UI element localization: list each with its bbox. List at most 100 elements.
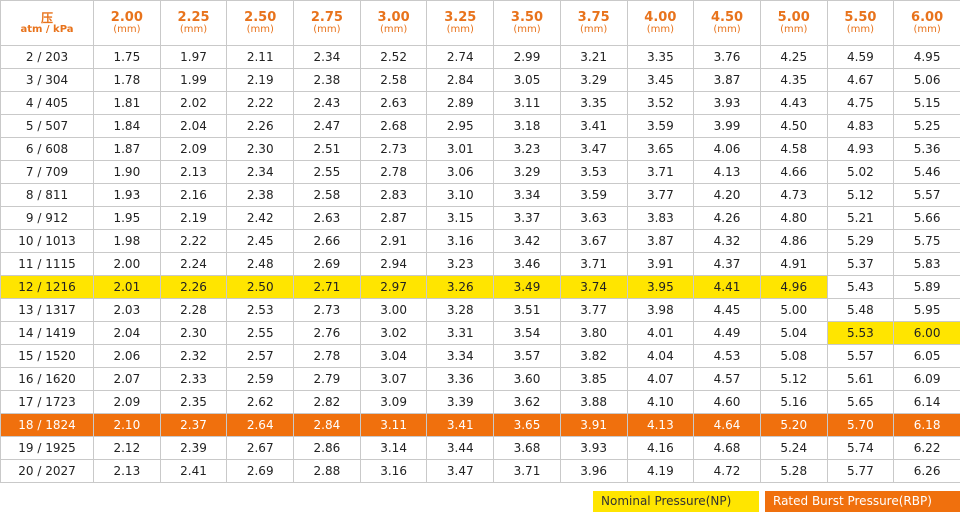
diameter-cell: 4.45	[693, 298, 761, 322]
diameter-cell: 2.51	[293, 137, 361, 161]
diameter-cell: 2.42	[226, 206, 295, 230]
diameter-cell: 3.59	[559, 183, 628, 207]
diameter-header: 4.50 (mm)	[693, 0, 761, 46]
diameter-cell: 3.51	[493, 298, 561, 322]
diameter-cell: 3.49	[493, 275, 561, 299]
pressure-cell: 3 / 304	[0, 68, 94, 92]
pressure-header-symbol: 压	[40, 10, 53, 25]
diameter-cell: 2.50	[226, 275, 295, 299]
diameter-value: 2.25	[177, 10, 210, 25]
table-row: 18 / 1824 2.10 2.37 2.64 2.84 3.11 3.41 3.65 3.9…	[0, 413, 960, 437]
diameter-cell: 5.66	[893, 206, 960, 230]
diameter-cell: 3.68	[493, 436, 561, 460]
diameter-cell: 2.94	[359, 252, 428, 276]
diameter-cell: 2.55	[226, 321, 295, 345]
diameter-header: 3.00 (mm)	[359, 0, 428, 46]
diameter-cell: 3.77	[559, 298, 628, 322]
diameter-cell: 5.25	[893, 114, 960, 138]
diameter-cell: 4.83	[826, 114, 895, 138]
table-row: 11 / 1115 2.00 2.24 2.48 2.69 2.94 3.23 3.46 3.7…	[0, 252, 960, 276]
diameter-cell: 3.16	[359, 459, 428, 483]
diameter-unit: (mm)	[646, 24, 674, 35]
diameter-cell: 2.38	[293, 68, 361, 92]
diameter-cell: 3.42	[493, 229, 561, 253]
pressure-cell: 10 / 1013	[0, 229, 94, 253]
diameter-cell: 4.80	[759, 206, 828, 230]
table-row: 13 / 1317 2.03 2.28 2.53 2.73 3.00 3.28 3.51 3.7…	[0, 298, 960, 322]
diameter-cell: 5.95	[893, 298, 960, 322]
diameter-cell: 4.13	[693, 160, 761, 184]
diameter-cell: 2.89	[426, 91, 495, 115]
diameter-cell: 2.53	[226, 298, 295, 322]
diameter-cell: 2.69	[226, 459, 295, 483]
diameter-cell: 3.98	[626, 298, 695, 322]
diameter-cell: 4.16	[626, 436, 695, 460]
diameter-unit: (mm)	[313, 24, 341, 35]
diameter-cell: 3.06	[426, 160, 495, 184]
diameter-cell: 2.71	[293, 275, 361, 299]
diameter-value: 5.00	[777, 10, 810, 25]
diameter-cell: 3.29	[493, 160, 561, 184]
diameter-value: 2.00	[110, 10, 143, 25]
diameter-cell: 3.01	[426, 137, 495, 161]
diameter-cell: 4.57	[693, 367, 761, 391]
diameter-cell: 4.19	[626, 459, 695, 483]
pressure-cell: 18 / 1824	[0, 413, 94, 437]
diameter-cell: 3.93	[559, 436, 628, 460]
diameter-cell: 5.36	[893, 137, 960, 161]
diameter-cell: 5.83	[893, 252, 960, 276]
diameter-cell: 3.67	[559, 229, 628, 253]
diameter-cell: 3.76	[693, 45, 761, 69]
diameter-cell: 3.34	[426, 344, 495, 368]
diameter-cell: 3.91	[626, 252, 695, 276]
diameter-cell: 3.65	[626, 137, 695, 161]
diameter-cell: 2.22	[159, 229, 228, 253]
table-row: 9 / 912 1.95 2.19 2.42 2.63 2.87 3.15 3.37 3.63 3…	[0, 206, 960, 230]
diameter-cell: 2.28	[159, 298, 228, 322]
diameter-cell: 3.05	[493, 68, 561, 92]
diameter-unit: (mm)	[580, 24, 608, 35]
table-row: 17 / 1723 2.09 2.35 2.62 2.82 3.09 3.39 3.62 3.8…	[0, 390, 960, 414]
diameter-value: 2.50	[244, 10, 277, 25]
diameter-cell: 5.06	[893, 68, 960, 92]
diameter-cell: 5.77	[826, 459, 895, 483]
diameter-value: 3.75	[577, 10, 610, 25]
table-row: 6 / 608 1.87 2.09 2.30 2.51 2.73 3.01 3.23 3.47 3…	[0, 137, 960, 161]
diameter-header: 3.25 (mm)	[426, 0, 495, 46]
diameter-cell: 3.09	[359, 390, 428, 414]
diameter-cell: 2.95	[426, 114, 495, 138]
diameter-cell: 4.41	[693, 275, 761, 299]
diameter-cell: 2.74	[426, 45, 495, 69]
pressure-cell: 12 / 1216	[0, 275, 94, 299]
diameter-cell: 3.77	[626, 183, 695, 207]
diameter-cell: 2.22	[226, 91, 295, 115]
diameter-cell: 2.13	[159, 160, 228, 184]
pressure-cell: 9 / 912	[0, 206, 94, 230]
diameter-unit: (mm)	[846, 24, 875, 35]
diameter-cell: 2.58	[359, 68, 428, 92]
table-row: 3 / 304 1.78 1.99 2.19 2.38 2.58 2.84 3.05 3.29 3…	[0, 68, 960, 92]
diameter-cell: 3.88	[559, 390, 628, 414]
pressure-cell: 8 / 811	[0, 183, 94, 207]
diameter-cell: 2.67	[226, 436, 295, 460]
diameter-cell: 4.07	[626, 367, 695, 391]
diameter-cell: 2.32	[159, 344, 228, 368]
diameter-cell: 2.19	[159, 206, 228, 230]
pressure-cell: 2 / 203	[0, 45, 94, 69]
diameter-cell: 4.64	[693, 413, 761, 437]
diameter-cell: 5.16	[759, 390, 828, 414]
diameter-cell: 2.30	[159, 321, 228, 345]
diameter-cell: 5.43	[826, 275, 895, 299]
diameter-cell: 3.53	[559, 160, 628, 184]
diameter-cell: 4.13	[626, 413, 695, 437]
diameter-cell: 1.78	[93, 68, 161, 92]
diameter-cell: 3.44	[426, 436, 495, 460]
diameter-unit: (mm)	[379, 24, 408, 35]
diameter-cell: 5.57	[826, 344, 895, 368]
diameter-cell: 2.76	[293, 321, 361, 345]
diameter-cell: 4.35	[759, 68, 828, 92]
diameter-cell: 2.84	[293, 413, 361, 437]
pressure-cell: 19 / 1925	[0, 436, 94, 460]
diameter-cell: 5.37	[826, 252, 895, 276]
diameter-cell: 4.37	[693, 252, 761, 276]
